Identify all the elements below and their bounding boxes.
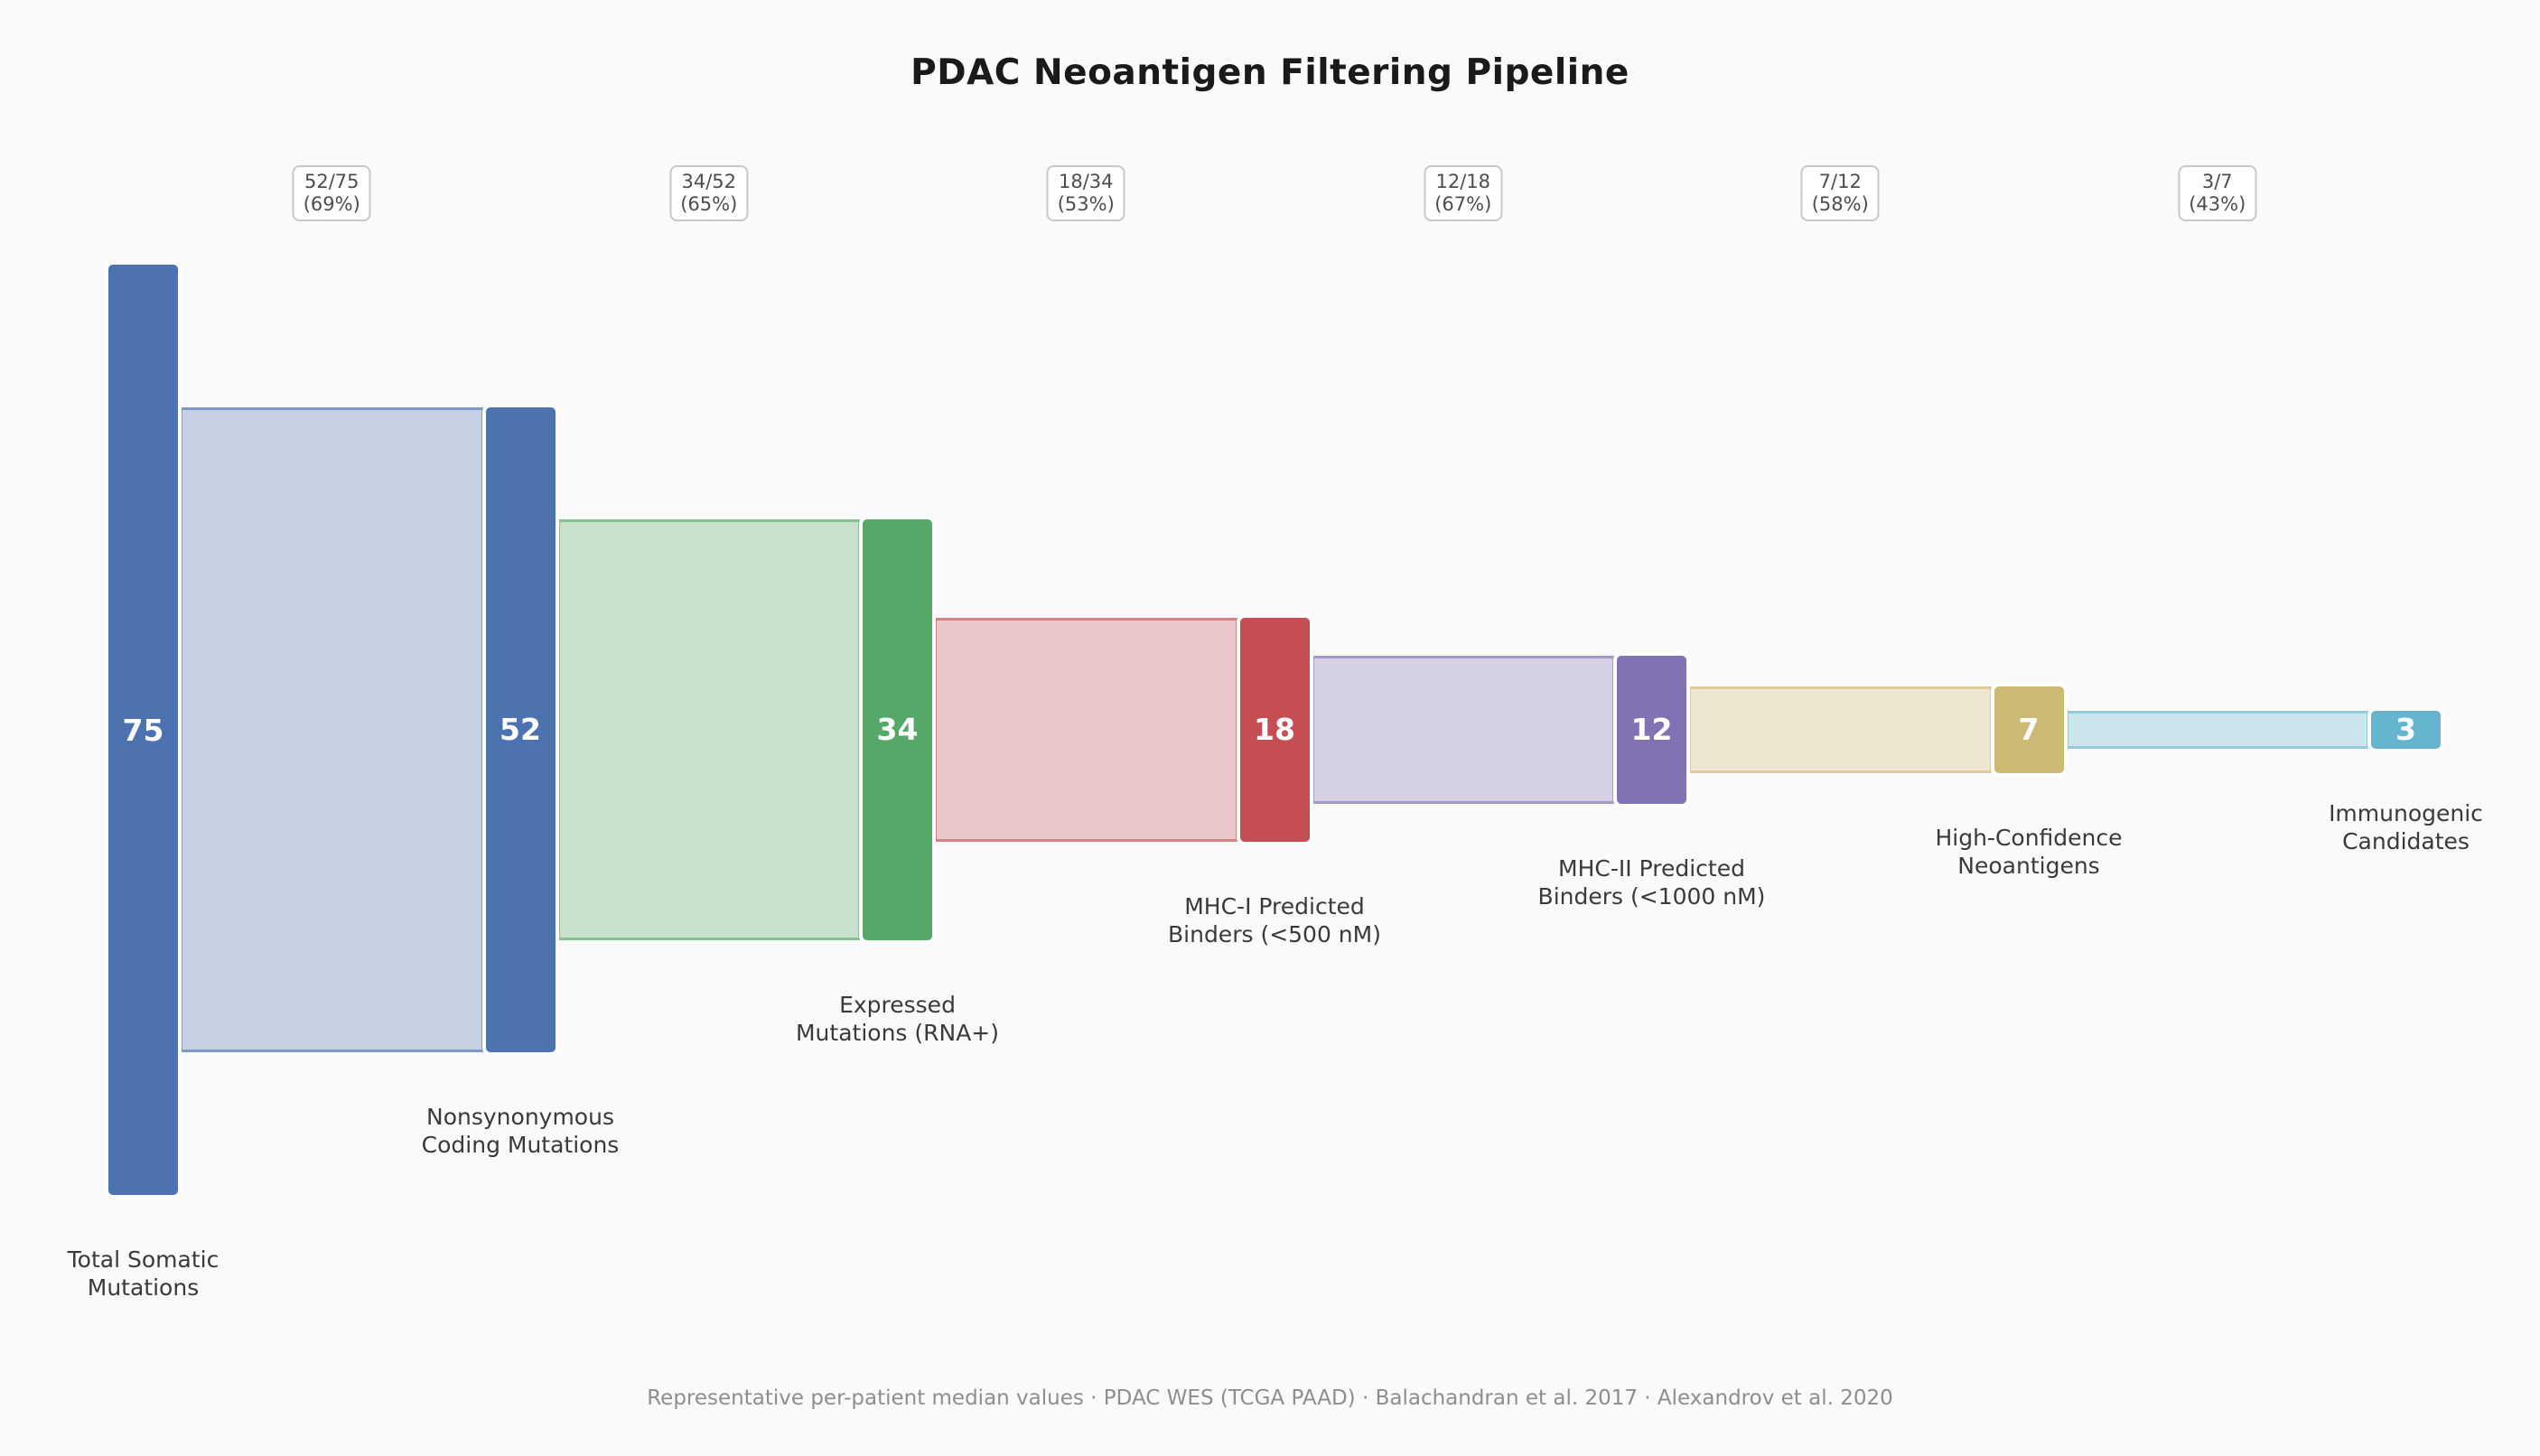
stage-bar: 3 [2367, 707, 2444, 752]
conversion-percent: (65%) [680, 193, 738, 215]
stage-value-label: 18 [1254, 712, 1295, 748]
stage-label: MHC-I Predicted Binders (<500 nM) [1168, 892, 1381, 947]
chart-title: PDAC Neoantigen Filtering Pipeline [910, 52, 1630, 93]
conversion-fraction: 34/52 [681, 171, 737, 192]
conversion-rate-badge: 3/7 (43%) [2178, 165, 2257, 221]
stage-label: High-Confidence Neoantigens [1935, 825, 2123, 880]
stage-label: Total Somatic Mutations [67, 1246, 219, 1301]
stage-value-label: 75 [122, 712, 164, 748]
connector-band [2065, 711, 2369, 749]
stage-bar: 7 [1990, 682, 2068, 778]
conversion-percent: (53%) [1057, 193, 1115, 215]
conversion-rate-badge: 34/52 (65%) [669, 165, 749, 221]
conversion-percent: (43%) [2189, 193, 2246, 215]
stage-bar: 34 [859, 515, 936, 945]
source-caption: Representative per-patient median values… [647, 1386, 1893, 1410]
conversion-percent: (67%) [1434, 193, 1492, 215]
conversion-fraction: 7/12 [1818, 171, 1862, 192]
conversion-fraction: 18/34 [1058, 171, 1114, 192]
stage-bar: 75 [105, 261, 182, 1199]
stage-bar: 18 [1236, 614, 1313, 845]
stage-value-label: 3 [2395, 712, 2416, 748]
connector-band [1688, 686, 1993, 774]
conversion-rate-badge: 12/18 (67%) [1424, 165, 1503, 221]
conversion-percent: (69%) [303, 193, 360, 215]
stage-label: MHC-II Predicted Binders (<1000 nM) [1537, 855, 1766, 910]
stage-value-label: 34 [876, 712, 919, 748]
connector-band [1311, 655, 1615, 805]
conversion-rate-badge: 52/75 (69%) [292, 165, 371, 221]
conversion-rate-badge: 7/12 (58%) [1800, 165, 1880, 221]
conversion-rate-badge: 18/34 (53%) [1046, 165, 1125, 221]
connector-band [180, 406, 484, 1053]
stage-label: Nonsynonymous Coding Mutations [421, 1104, 620, 1159]
conversion-fraction: 12/18 [1435, 171, 1491, 192]
stage-value-label: 7 [2018, 712, 2040, 748]
conversion-fraction: 3/7 [2201, 171, 2233, 192]
stage-bar: 52 [481, 403, 559, 1057]
conversion-fraction: 52/75 [303, 171, 360, 192]
stage-value-label: 12 [1630, 712, 1673, 748]
stage-value-label: 52 [500, 712, 541, 748]
stage-label: Expressed Mutations (RNA+) [795, 992, 1000, 1047]
connector-band [934, 618, 1238, 842]
connector-band [556, 518, 861, 941]
stage-label: Immunogenic Candidates [2329, 799, 2483, 854]
conversion-percent: (58%) [1811, 193, 1869, 215]
stage-bar: 12 [1613, 651, 1690, 808]
